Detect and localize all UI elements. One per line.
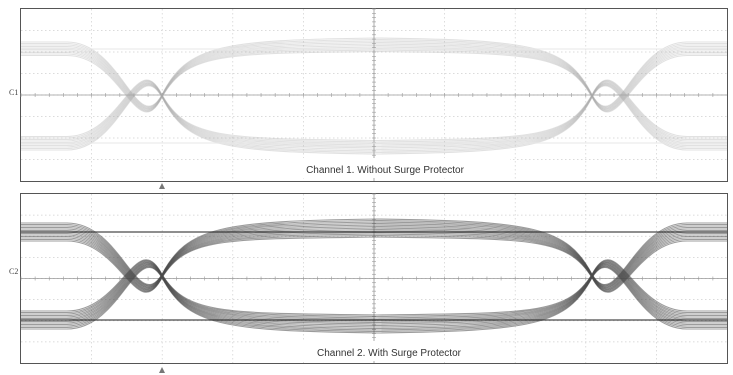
eye-trace <box>21 265 727 331</box>
eye-trace <box>21 224 727 288</box>
eye-trace <box>21 50 727 113</box>
eye-trace <box>21 263 727 325</box>
eye-trace <box>21 84 727 152</box>
eye-trace <box>21 265 727 330</box>
eye-trace <box>21 41 727 109</box>
panel-2-channel-label: C2 <box>9 267 18 276</box>
eye-trace <box>21 222 727 287</box>
eye-trace <box>21 227 727 289</box>
panel-1-grid <box>20 8 727 181</box>
panel-2-grid <box>20 193 727 363</box>
panel-1-caption: Channel 1. Without Surge Protector <box>306 165 465 176</box>
eye-trace <box>21 264 727 328</box>
panel-channel-1: Channel 1. Without Surge Protector C1 <box>9 8 728 189</box>
eye-trace <box>21 263 727 327</box>
eye-trace <box>21 81 727 146</box>
eye-trace <box>21 38 727 108</box>
panel-2-eye-traces <box>21 218 727 334</box>
eye-trace <box>21 228 727 290</box>
eye-trace <box>21 85 727 155</box>
eye-trace <box>21 234 727 293</box>
eye-trace <box>21 267 727 334</box>
panel-1-channel-label: C1 <box>9 88 18 97</box>
eye-trace <box>21 233 727 292</box>
eye-trace <box>21 230 727 291</box>
eye-trace <box>21 40 727 108</box>
panel-1-caption-background <box>270 158 510 178</box>
eye-trace <box>21 225 727 289</box>
eye-trace <box>21 260 727 319</box>
panel-2-caption: Channel 2. With Surge Protector <box>317 348 462 359</box>
eye-trace <box>21 84 727 154</box>
eye-trace <box>21 49 727 112</box>
eye-trace <box>21 37 727 107</box>
eye-trace <box>21 218 727 285</box>
eye-trace <box>21 236 727 293</box>
panel-1-eye-traces <box>21 37 727 155</box>
eye-trace <box>21 83 727 151</box>
eye-trace <box>21 219 727 286</box>
eye-trace <box>21 46 727 111</box>
eye-trace <box>21 80 727 143</box>
panel-2-caption-background <box>280 341 500 361</box>
eye-trace <box>21 79 727 142</box>
eye-trace <box>21 259 727 316</box>
eye-trace <box>21 266 727 333</box>
eye-trace <box>21 82 727 148</box>
panel-channel-2: Channel 2. With Surge Protector C2 <box>9 193 728 373</box>
eye-trace <box>21 259 727 318</box>
panel-2-trigger-marker <box>159 367 165 373</box>
eye-trace <box>21 82 727 149</box>
eye-trace <box>21 44 727 110</box>
panel-1-trigger-marker <box>159 183 165 189</box>
eye-trace <box>21 261 727 322</box>
eye-trace <box>21 221 727 287</box>
eye-trace <box>21 262 727 324</box>
eye-trace <box>21 43 727 110</box>
